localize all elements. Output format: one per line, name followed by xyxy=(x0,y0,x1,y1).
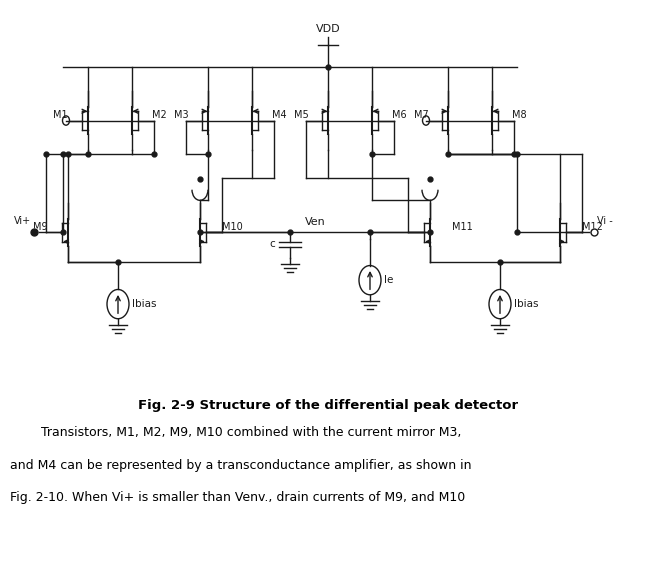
Text: M7: M7 xyxy=(414,110,428,120)
Text: and M4 can be represented by a transconductance amplifier, as shown in: and M4 can be represented by a transcond… xyxy=(10,458,472,472)
Text: M2: M2 xyxy=(152,110,166,120)
Text: Ven: Ven xyxy=(305,217,325,227)
Text: c: c xyxy=(269,240,275,249)
Text: M12: M12 xyxy=(581,222,602,231)
Text: M1: M1 xyxy=(53,110,67,120)
Text: M10: M10 xyxy=(221,222,242,231)
Text: Ie: Ie xyxy=(384,275,394,285)
Text: Ibias: Ibias xyxy=(514,299,539,309)
Text: VDD: VDD xyxy=(315,24,340,34)
Text: Fig. 2-10. When Vi+ is smaller than Venv., drain currents of M9, and M10: Fig. 2-10. When Vi+ is smaller than Venv… xyxy=(10,492,465,504)
Text: M6: M6 xyxy=(392,110,406,120)
Text: M3: M3 xyxy=(173,110,189,120)
Text: Vi+: Vi+ xyxy=(14,216,31,226)
Text: Ibias: Ibias xyxy=(132,299,156,309)
Text: M4: M4 xyxy=(272,110,286,120)
Text: M5: M5 xyxy=(294,110,308,120)
Text: M8: M8 xyxy=(512,110,526,120)
Text: M9: M9 xyxy=(33,222,47,231)
Text: Fig. 2-9 Structure of the differential peak detector: Fig. 2-9 Structure of the differential p… xyxy=(138,399,518,412)
Text: M11: M11 xyxy=(451,222,472,231)
Text: Transistors, M1, M2, M9, M10 combined with the current mirror M3,: Transistors, M1, M2, M9, M10 combined wi… xyxy=(25,426,461,439)
Text: Vi -: Vi - xyxy=(597,216,613,226)
